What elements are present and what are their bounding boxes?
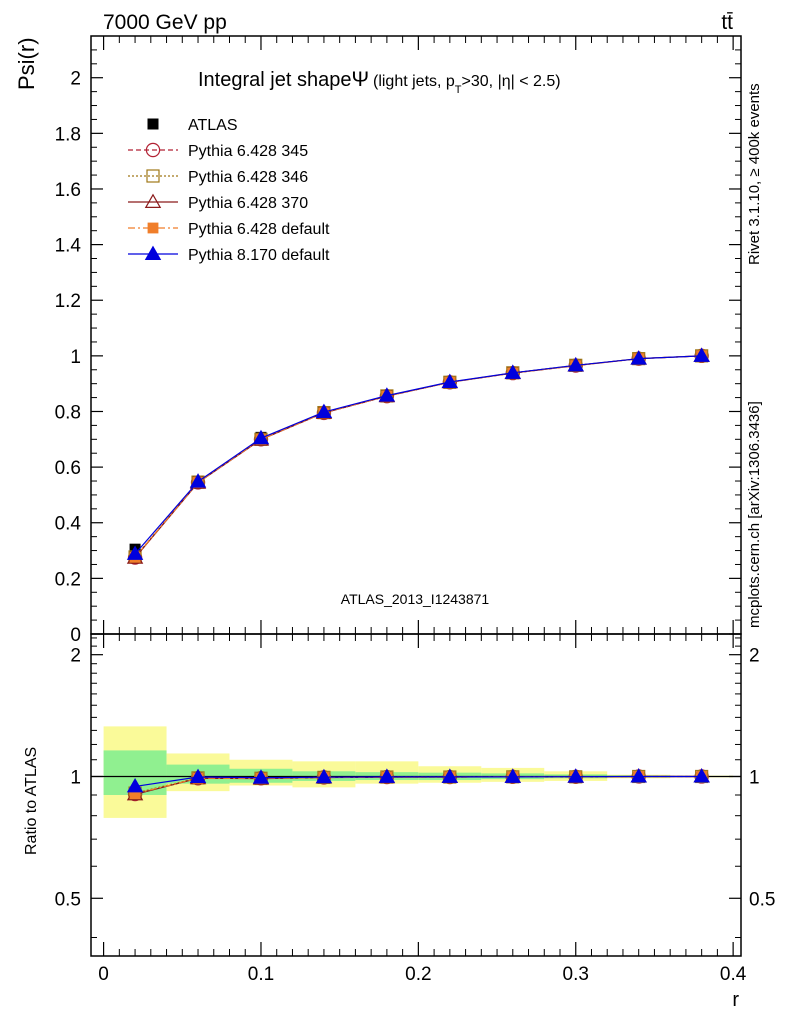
ratio-y-tick-label-right: 2 [749, 646, 760, 667]
y-tick-label: 1.4 [55, 236, 82, 257]
legend-label: Pythia 6.428 346 [188, 169, 308, 186]
legend-marker [144, 193, 162, 208]
series-point [567, 356, 584, 372]
series-point [315, 403, 333, 419]
legend-entry: ATLAS [147, 117, 238, 134]
ratio-y-tick-label: 0.5 [55, 889, 81, 910]
rivet-label: Rivet 3.1.10, ≥ 400k events [746, 83, 763, 265]
axes: 00.20.40.60.811.21.41.61.820.5 0.51 12 20 0.… [55, 35, 775, 985]
mcplots-label: mcplots.cern.ch [arXiv:1306.3436] [746, 401, 763, 628]
chart-title: Integral jet shapeΨ (light jets, pT>30, |… [198, 68, 561, 96]
series-point [441, 373, 459, 389]
header-left: 7000 GeV pp [103, 11, 227, 34]
legend-entry: Pythia 6.428 346 [128, 169, 308, 186]
x-tick-label: 0 [98, 964, 109, 985]
ratio-series-point [567, 768, 584, 783]
ratio-series-point [315, 768, 333, 784]
legend-entry: Pythia 6.428 370 [128, 193, 308, 212]
ratio-plot [91, 768, 741, 802]
series-point [189, 473, 207, 488]
series-point [693, 347, 710, 362]
ratio-y-tick-label-right: 0.5 [749, 889, 775, 910]
analysis-label: ATLAS_2013_I1243871 [341, 591, 490, 607]
y-tick-label: 0.4 [55, 514, 82, 535]
series-line [134, 355, 702, 559]
y-tick-label: 0.6 [55, 458, 81, 479]
legend-marker [145, 142, 161, 158]
ratio-y-axis-label: Ratio to ATLAS [23, 747, 40, 855]
x-tick-label: 0.1 [248, 964, 274, 985]
y-tick-label: 2 [70, 69, 81, 90]
series-point [504, 364, 522, 379]
x-tick-label: 0.2 [405, 964, 431, 985]
legend-label: Pythia 6.428 default [188, 221, 330, 238]
series-line [134, 355, 702, 558]
ratio-series-point [189, 768, 207, 784]
series-line [134, 355, 702, 558]
legend: ATLAS Pythia 6.428 345 Pythia 6.428 346 Pyt… [128, 117, 330, 264]
series-point [378, 387, 396, 402]
y-axis-label: Psi(r) [14, 37, 39, 90]
ratio-series-point [378, 768, 396, 783]
y-tick-label: 1.2 [55, 291, 81, 312]
x-tick-label: 0.4 [720, 964, 747, 985]
legend-label: Pythia 8.170 default [188, 247, 330, 264]
legend-entry: Pythia 6.428 345 [128, 142, 308, 160]
legend-marker [144, 245, 162, 260]
series-line [134, 355, 702, 558]
x-tick-label: 0.3 [563, 964, 589, 985]
series-point [126, 545, 144, 560]
series-point [252, 429, 270, 445]
legend-label: Pythia 6.428 345 [188, 143, 308, 160]
legend-marker [146, 169, 160, 183]
x-axis-label: r [732, 989, 739, 1011]
legend-label: Pythia 6.428 370 [188, 195, 308, 212]
ratio-series-point [441, 768, 459, 783]
main-plot [126, 347, 710, 565]
ratio-frame [90, 633, 742, 957]
legend-label: ATLAS [188, 117, 238, 134]
y-tick-label: 1.6 [55, 180, 81, 201]
ratio-series-point [252, 769, 270, 784]
ratio-y-tick-label: 1 [70, 767, 81, 788]
legend-marker [147, 222, 159, 234]
ratio-series-line [134, 775, 702, 788]
ratio-series-point [693, 768, 710, 783]
y-tick-label: 1 [70, 347, 81, 368]
ratio-y-tick-label-right: 1 [749, 767, 760, 788]
ratio-series-point [504, 768, 522, 783]
header-right: tt̄ [721, 11, 733, 34]
series-line [134, 355, 702, 555]
legend-entry: Pythia 8.170 default [128, 245, 330, 264]
ratio-series-point [630, 768, 647, 783]
y-tick-label: 0.2 [55, 569, 81, 590]
series-point [630, 350, 647, 365]
y-tick-label: 1.8 [55, 124, 81, 145]
ratio-series-point [129, 788, 141, 800]
y-tick-label: 0.8 [55, 402, 81, 423]
legend-entry: Pythia 6.428 default [128, 221, 330, 238]
ratio-series-point [126, 778, 144, 793]
legend-marker [147, 118, 159, 130]
y-tick-label: 0 [70, 625, 81, 646]
ratio-y-tick-label: 2 [70, 646, 81, 667]
